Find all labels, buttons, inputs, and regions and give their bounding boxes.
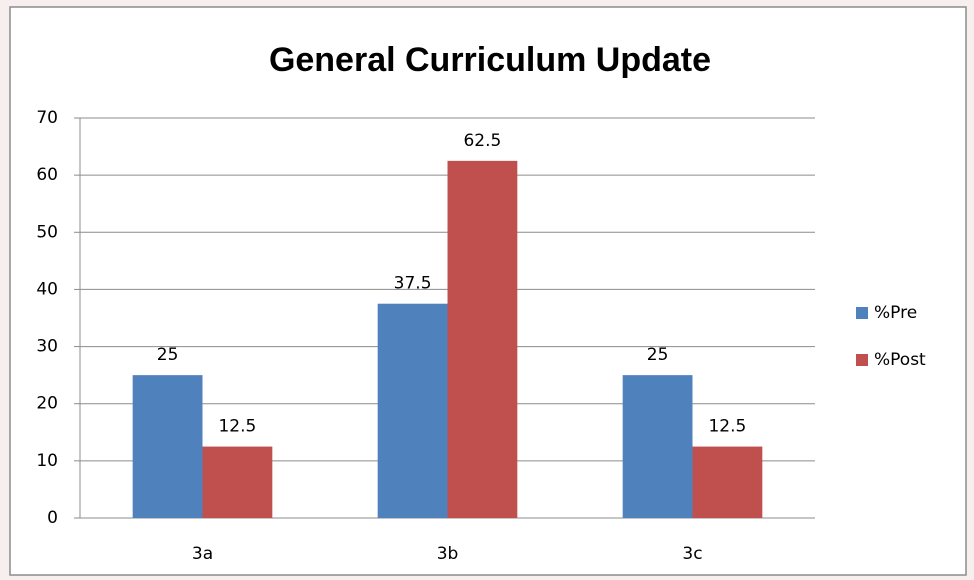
legend-swatch bbox=[856, 307, 868, 319]
x-tick-label: 3b bbox=[437, 544, 459, 564]
legend-label: %Post bbox=[874, 350, 926, 370]
y-tick-label: 10 bbox=[36, 451, 58, 471]
y-tick-label: 50 bbox=[36, 222, 58, 242]
bar bbox=[202, 446, 273, 518]
legend-label: %Pre bbox=[874, 303, 917, 323]
y-tick-label: 60 bbox=[36, 165, 58, 185]
data-label: 62.5 bbox=[463, 131, 501, 151]
data-label: 25 bbox=[647, 345, 669, 365]
bar bbox=[447, 160, 518, 518]
y-tick-label: 70 bbox=[36, 108, 58, 128]
chart-title: General Curriculum Update bbox=[269, 41, 711, 79]
x-tick-label: 3a bbox=[192, 544, 213, 564]
bar bbox=[377, 303, 448, 518]
x-tick-label: 3c bbox=[682, 544, 702, 564]
y-tick-label: 40 bbox=[36, 279, 58, 299]
bar bbox=[622, 375, 693, 518]
data-label: 37.5 bbox=[394, 274, 432, 294]
data-label: 25 bbox=[157, 345, 179, 365]
data-label: 12.5 bbox=[708, 417, 746, 437]
data-label: 12.5 bbox=[218, 417, 256, 437]
y-tick-label: 0 bbox=[47, 508, 58, 528]
y-tick-label: 20 bbox=[36, 394, 58, 414]
y-tick-label: 30 bbox=[36, 337, 58, 357]
legend-swatch bbox=[856, 354, 868, 366]
bar bbox=[132, 375, 203, 518]
bar bbox=[692, 446, 763, 518]
